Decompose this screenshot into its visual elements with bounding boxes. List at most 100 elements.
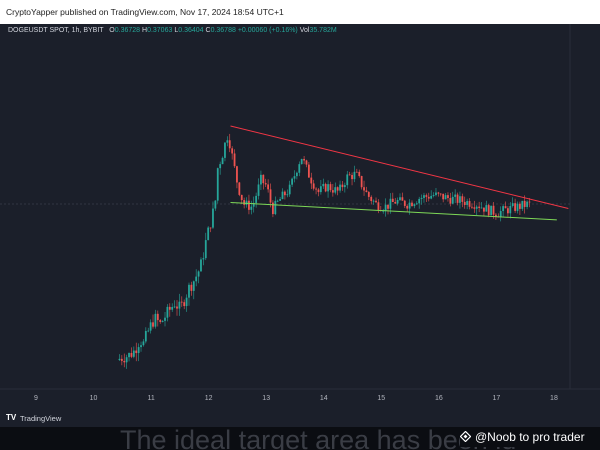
candle (269, 189, 272, 203)
candle (382, 210, 385, 212)
candle (303, 158, 305, 161)
candle (391, 198, 394, 203)
candle (226, 140, 229, 143)
legend-open-label: O (109, 27, 115, 34)
candle (437, 192, 440, 194)
candle (274, 200, 277, 215)
candle (377, 202, 380, 211)
candle (348, 174, 351, 176)
candle (389, 198, 392, 209)
candle (159, 320, 162, 322)
x-tick-label: 15 (377, 395, 385, 402)
candle (264, 183, 267, 185)
legend-vol-label: Vol (299, 27, 310, 34)
price-chart[interactable]: 9 10 11 12 13 14 15 16 17 18 (0, 24, 600, 409)
candle (315, 188, 317, 190)
candle (219, 164, 222, 169)
candle (435, 192, 437, 196)
candle (185, 297, 188, 307)
candle (466, 201, 469, 205)
candle (156, 313, 159, 321)
candle (442, 193, 445, 200)
candle (504, 206, 507, 209)
candle (214, 200, 217, 209)
legend-high-label: H (142, 27, 148, 34)
video-overlay: The ideal target area has been id @Noob … (0, 427, 600, 450)
candle (408, 202, 411, 209)
candle (250, 206, 253, 210)
ohlc-legend: DOGEUSDT SPOT, 1h, BYBIT O0.36728 H0.370… (8, 27, 337, 34)
candle (365, 190, 368, 193)
candle (281, 191, 284, 200)
legend-low-label: L (174, 27, 179, 34)
x-tick-label: 18 (550, 395, 558, 402)
candle (192, 281, 195, 291)
candle (454, 194, 457, 197)
candle (166, 306, 169, 318)
candle (197, 271, 200, 277)
candle (439, 193, 442, 195)
candle (178, 301, 181, 309)
candle (149, 322, 152, 331)
x-tick-label: 9 (34, 395, 38, 402)
candle (173, 306, 176, 308)
candle (399, 197, 401, 200)
candle (224, 142, 226, 158)
candle (475, 206, 478, 209)
candle (221, 157, 224, 165)
candle (396, 199, 399, 204)
candle (207, 227, 210, 241)
candle (499, 210, 502, 217)
legend-close: 0.36788 (210, 27, 236, 34)
candle (331, 190, 334, 193)
candle (243, 200, 246, 205)
candle (188, 284, 190, 298)
candle (483, 207, 485, 212)
candle (255, 195, 258, 203)
candle (252, 202, 255, 207)
candle (329, 184, 332, 191)
candle (480, 207, 483, 209)
candle (461, 196, 464, 202)
candle (128, 353, 130, 358)
candle (339, 184, 341, 191)
candle (471, 206, 473, 208)
candle (511, 203, 514, 207)
candle (195, 276, 198, 282)
candle (487, 205, 490, 216)
candle (367, 192, 370, 197)
candle (523, 200, 526, 207)
candle (200, 259, 202, 272)
candle (168, 306, 171, 310)
candle (492, 205, 495, 215)
support-trendline (230, 202, 557, 221)
candle (298, 164, 301, 173)
candle (272, 202, 274, 215)
candle (463, 201, 466, 205)
candle (118, 358, 121, 360)
candle (137, 347, 140, 354)
candle (387, 204, 389, 209)
candle (164, 317, 166, 321)
candle (327, 184, 329, 192)
candle (432, 195, 435, 196)
candle (152, 322, 154, 327)
candle (284, 191, 286, 196)
candle (459, 196, 461, 203)
x-tick-label: 13 (262, 395, 270, 402)
candle (468, 201, 471, 207)
candle (406, 205, 409, 209)
candle (346, 174, 349, 186)
candle (231, 148, 234, 154)
candle (260, 174, 262, 185)
candle (307, 164, 310, 178)
candle (351, 175, 353, 180)
candle (300, 158, 303, 165)
chart-panel[interactable]: 9 10 11 12 13 14 15 16 17 18 DOGEUSDT SPOT, 1h, B… (0, 24, 600, 409)
candle (420, 197, 423, 199)
candle (518, 203, 521, 209)
candle (372, 200, 375, 202)
candle (516, 203, 519, 211)
x-tick-label: 17 (493, 395, 501, 402)
candle (276, 200, 279, 202)
